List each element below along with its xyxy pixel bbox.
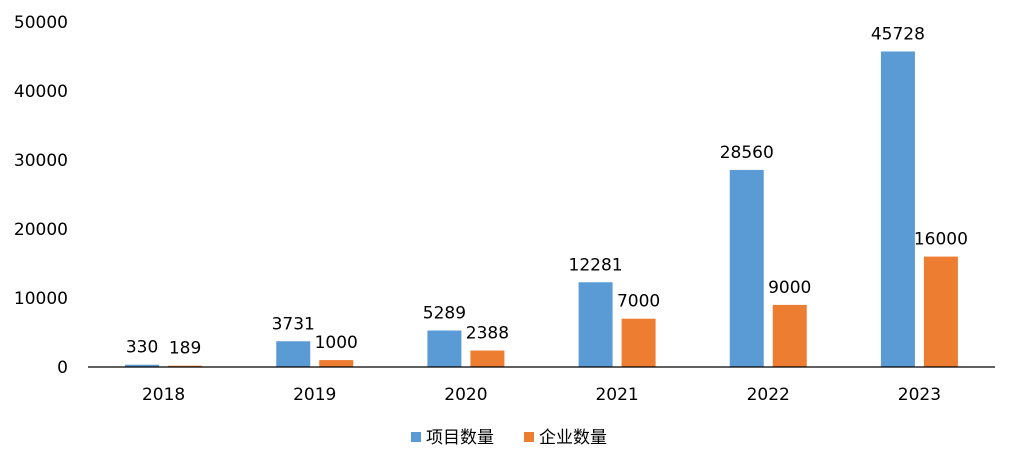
legend-label: 项目数量 [426, 428, 494, 448]
bar-companies [470, 350, 505, 367]
y-tick-label: 0 [57, 358, 68, 378]
data-label: 28560 [720, 143, 774, 163]
legend-swatch [411, 432, 421, 442]
x-tick-label: 2018 [142, 385, 185, 405]
x-tick-label: 2020 [444, 385, 487, 405]
data-label: 2388 [466, 324, 509, 344]
bar-companies [319, 360, 354, 367]
bar-projects [578, 282, 613, 367]
data-label: 45728 [871, 24, 925, 44]
legend-swatch [524, 432, 534, 442]
x-tick-label: 2022 [747, 385, 790, 405]
y-tick-label: 20000 [14, 220, 68, 240]
y-tick-label: 30000 [14, 151, 68, 171]
data-label: 3731 [272, 314, 315, 334]
bar-companies [772, 304, 807, 367]
x-tick-label: 2021 [595, 385, 638, 405]
data-label: 189 [169, 339, 201, 359]
legend: 项目数量 企业数量 [411, 428, 607, 448]
data-label: 7000 [617, 292, 660, 312]
data-label: 5289 [423, 304, 466, 324]
x-axis-ticks: 2018 2019 2020 2021 2022 2023 [142, 385, 941, 405]
x-tick-label: 2023 [898, 385, 941, 405]
x-tick-label: 2019 [293, 385, 336, 405]
data-label: 1000 [315, 333, 358, 353]
data-label: 9000 [768, 278, 811, 298]
bar-projects [276, 341, 311, 367]
bar-companies [168, 365, 203, 367]
legend-label: 企业数量 [539, 428, 607, 448]
y-tick-label: 50000 [14, 13, 68, 33]
y-tick-label: 10000 [14, 289, 68, 309]
data-label: 12281 [569, 255, 623, 275]
bars [125, 51, 958, 367]
bar-companies [621, 318, 656, 367]
bar-projects [427, 330, 462, 367]
data-label: 16000 [914, 230, 968, 250]
bar-projects [125, 364, 160, 367]
bar-projects [880, 51, 915, 367]
y-axis-ticks: 0 10000 20000 30000 40000 50000 [14, 13, 68, 378]
bar-projects [729, 169, 764, 367]
data-label: 330 [126, 338, 158, 358]
y-tick-label: 40000 [14, 82, 68, 102]
bar-companies [923, 256, 958, 367]
